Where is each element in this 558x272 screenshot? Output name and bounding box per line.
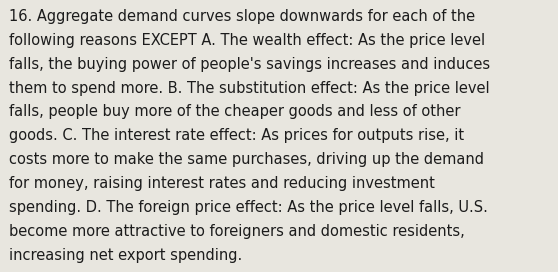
Text: spending. D. The foreign price effect: As the price level falls, U.S.: spending. D. The foreign price effect: A… (9, 200, 488, 215)
Text: goods. C. The interest rate effect: As prices for outputs rise, it: goods. C. The interest rate effect: As p… (9, 128, 464, 143)
Text: following reasons EXCEPT A. The wealth effect: As the price level: following reasons EXCEPT A. The wealth e… (9, 33, 485, 48)
Text: for money, raising interest rates and reducing investment: for money, raising interest rates and re… (9, 176, 435, 191)
Text: falls, the buying power of people's savings increases and induces: falls, the buying power of people's savi… (9, 57, 490, 72)
Text: increasing net export spending.: increasing net export spending. (9, 248, 242, 263)
Text: costs more to make the same purchases, driving up the demand: costs more to make the same purchases, d… (9, 152, 484, 167)
Text: become more attractive to foreigners and domestic residents,: become more attractive to foreigners and… (9, 224, 465, 239)
Text: 16. Aggregate demand curves slope downwards for each of the: 16. Aggregate demand curves slope downwa… (9, 9, 475, 24)
Text: them to spend more. B. The substitution effect: As the price level: them to spend more. B. The substitution … (9, 81, 489, 95)
Text: falls, people buy more of the cheaper goods and less of other: falls, people buy more of the cheaper go… (9, 104, 460, 119)
